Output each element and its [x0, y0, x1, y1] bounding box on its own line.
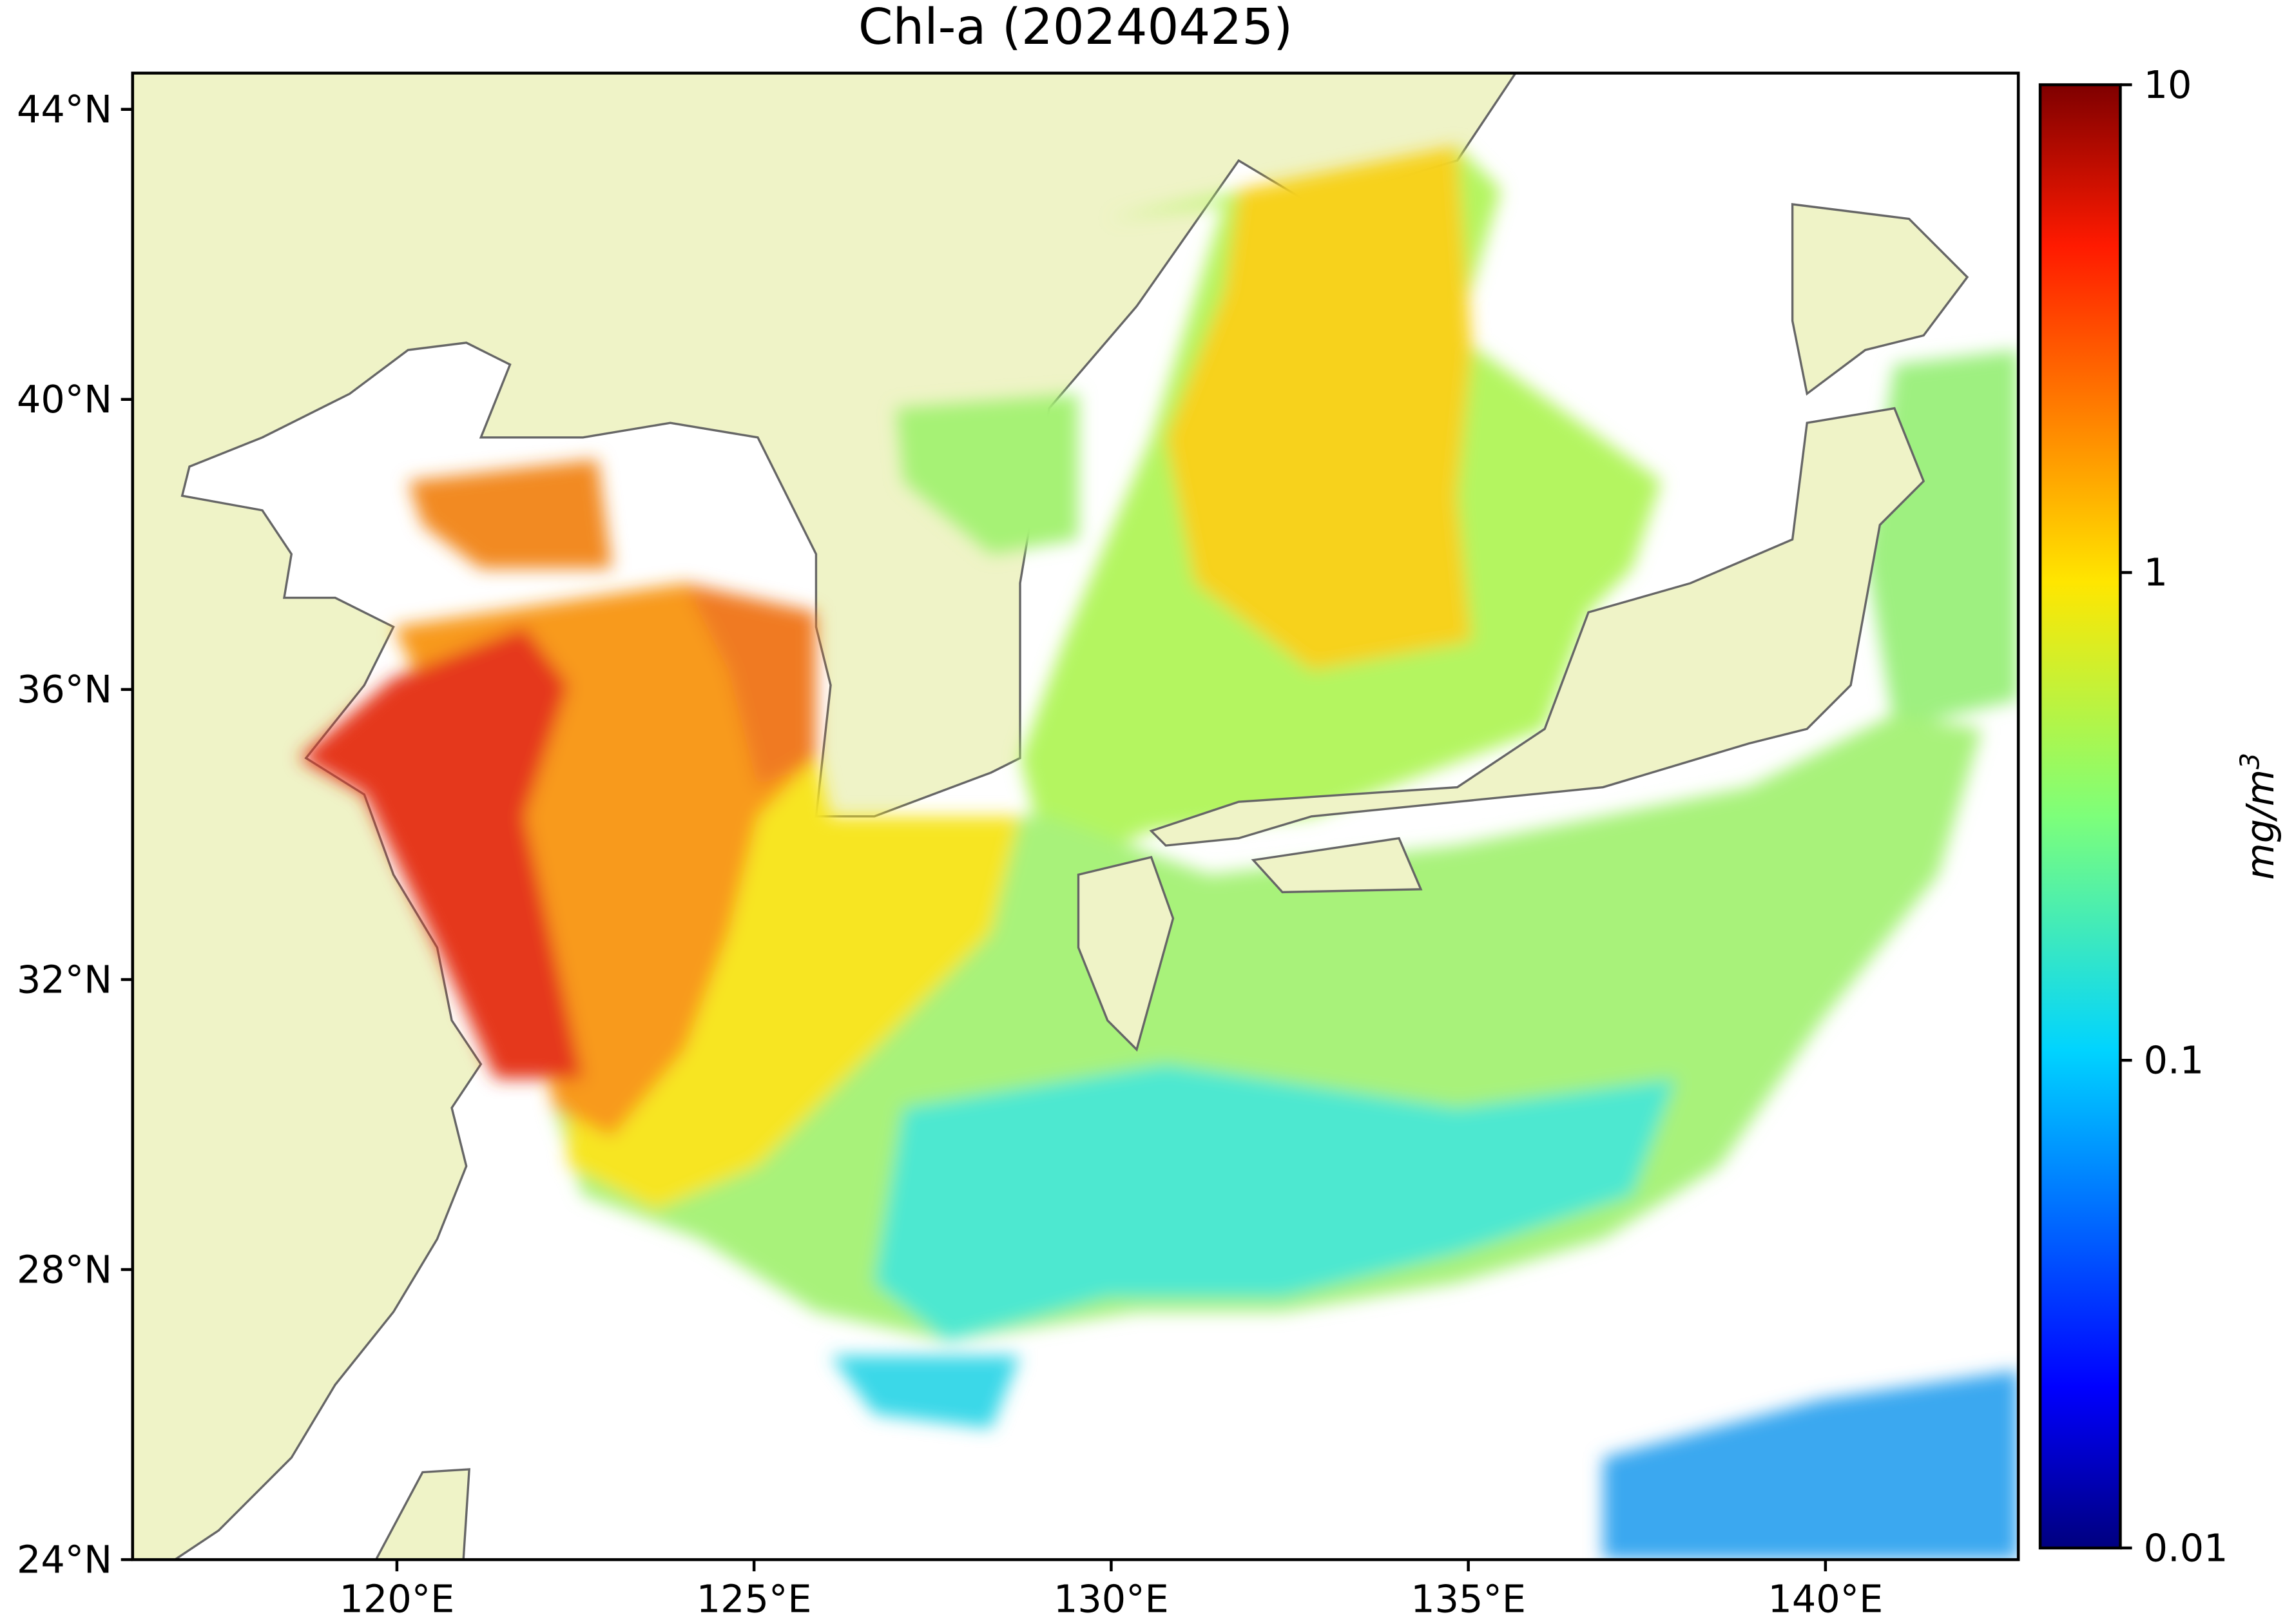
title: Chl-a (20240425): [858, 0, 1293, 56]
y-tick-label: 44°N: [17, 87, 112, 131]
land-shikoku: [1251, 836, 1423, 894]
map: [132, 73, 2019, 1560]
colorbar-unit: mg/m: [2238, 769, 2282, 880]
y-tick-label: 40°N: [17, 377, 112, 421]
chl-field: [298, 146, 2019, 1560]
land-kyushu: [1077, 856, 1175, 1052]
colorbar-tick-label: 1: [2144, 550, 2168, 595]
colorbar-label: mg/m3: [2234, 753, 2282, 880]
land-hokkaido: [1791, 203, 1969, 396]
colorbar-tick-label: 10: [2144, 63, 2192, 107]
colorbar-tick-label: 0.1: [2144, 1038, 2204, 1083]
y-tick-label: 24°N: [17, 1537, 112, 1581]
x-tick-label: 125°E: [697, 1577, 812, 1621]
colorbar: [2038, 83, 2122, 1550]
y-tick-label: 36°N: [17, 667, 112, 711]
x-tick-label: 135°E: [1411, 1577, 1526, 1621]
colorbar-tick-label: 0.01: [2144, 1525, 2228, 1570]
map-frame: [131, 72, 2020, 1561]
land-taiwan: [374, 1468, 471, 1560]
colorbar-unit-sup: 3: [2234, 753, 2265, 769]
x-tick-label: 130°E: [1054, 1577, 1169, 1621]
axes: 120°E 125°E 130°E 135°E 140°E 24°N 28°N 32°N 36°…: [17, 63, 2228, 1621]
land-honshu: [1149, 407, 1925, 847]
y-tick-label: 28°N: [17, 1247, 112, 1291]
x-tick-label: 140°E: [1768, 1577, 1883, 1621]
y-tick-label: 32°N: [17, 957, 112, 1001]
x-tick-label: 120°E: [340, 1577, 455, 1621]
